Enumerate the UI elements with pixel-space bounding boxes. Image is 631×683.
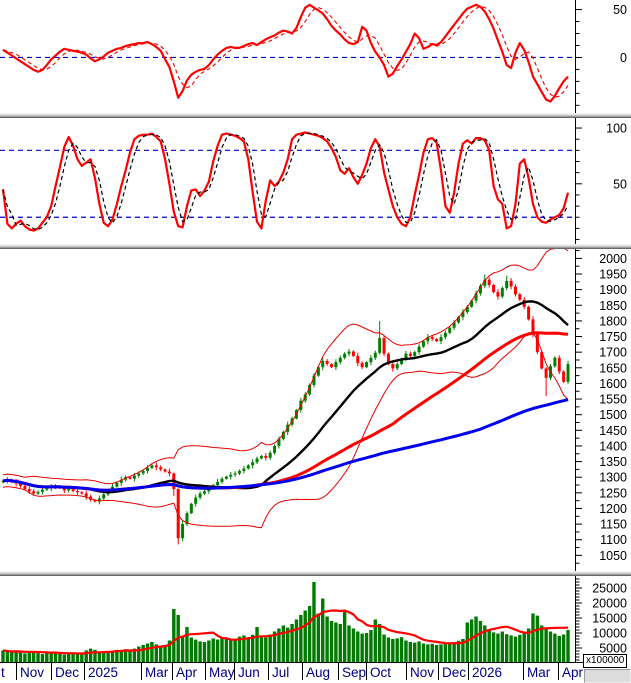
price-plot-area[interactable] [0, 249, 575, 571]
y-tick-label: 1300 [599, 471, 627, 485]
y-tick-label: 1700 [599, 346, 627, 360]
x-axis-label: t [1, 665, 5, 680]
panel-stochastic: 100 50 [0, 118, 631, 244]
x-axis-strip: t Nov Dec 2025 Mar Apr May Jun Jul Aug Sep Oct Nov De… [0, 663, 631, 683]
y-tick-label: 5000 [599, 642, 627, 656]
pane-splitter-3[interactable] [0, 571, 631, 576]
momentum-plot-area[interactable] [0, 0, 575, 113]
y-tick-label: 1050 [599, 549, 627, 563]
y-tick-label: 1650 [599, 361, 627, 375]
y-tick-label: 1100 [600, 533, 627, 547]
x-axis-label: Dec [442, 665, 466, 680]
x-axis-label: Sep [342, 665, 366, 680]
y-tick-label: 100 [606, 122, 627, 136]
y-tick-label: 1600 [599, 377, 627, 391]
x-axis-label: 2025 [88, 665, 118, 680]
y-tick-label: 1200 [599, 502, 627, 516]
x-axis-label: Aug [306, 665, 330, 680]
y-tick-label: 25000 [592, 582, 627, 596]
y-tick-label: 1750 [599, 330, 627, 344]
y-tick-label: 50 [613, 3, 627, 17]
x-axis-label: May [209, 665, 235, 680]
y-tick-label: 20000 [592, 597, 627, 611]
stochastic-y-axis: 100 50 [575, 118, 627, 244]
x-axis-label: Jul [272, 665, 289, 680]
y-tick-label: 1850 [599, 299, 627, 313]
x-axis-label: Oct [370, 665, 391, 680]
y-tick-label: 50 [613, 177, 627, 191]
volume-multiplier-label: x100000 [583, 654, 628, 668]
x-axis-label: 2026 [472, 665, 502, 680]
y-tick-label: 1150 [600, 518, 627, 532]
x-axis-label: Apr [176, 665, 198, 680]
y-tick-label: 1350 [599, 455, 627, 469]
x-axis-label: Jun [238, 665, 260, 680]
pane-splitter-1[interactable] [0, 113, 631, 118]
y-tick-label: 1900 [599, 283, 627, 297]
stochastic-plot-area[interactable] [0, 118, 575, 244]
panel-price: 2000 1950 1900 1850 1800 1750 1700 1650 1600 1550… [0, 249, 631, 571]
x-axis-label: Nov [20, 665, 44, 680]
y-tick-label: 1950 [599, 268, 627, 282]
y-tick-label: 1250 [599, 486, 627, 500]
y-tick-label: 2000 [599, 252, 627, 266]
volume-plot-area[interactable] [0, 576, 575, 663]
x-axis-label: Dec [55, 665, 79, 680]
pane-splitter-2[interactable] [0, 244, 631, 249]
y-tick-label: 15000 [592, 612, 627, 626]
x-axis-label: Apr [562, 665, 584, 680]
momentum-y-axis: 50 0 [575, 0, 627, 113]
x-axis-label: Nov [410, 665, 434, 680]
panel-volume: 25000 20000 15000 10000 5000 [0, 576, 631, 663]
x-axis-baseline [0, 662, 584, 663]
y-tick-label: 1800 [599, 314, 627, 328]
y-tick-label: 1550 [599, 393, 627, 407]
x-axis-labels: t Nov Dec 2025 Mar Apr May Jun Jul Aug Sep Oct Nov De… [1, 663, 584, 680]
y-tick-label: 1400 [599, 439, 627, 453]
x-axis-label: Mar [145, 665, 169, 680]
y-tick-label: 1500 [599, 408, 627, 422]
scrollbar-corner [584, 669, 631, 683]
panel-momentum: 50 0 [0, 0, 631, 113]
y-tick-label: 0 [620, 51, 627, 65]
x-axis-label: Mar [527, 665, 551, 680]
y-tick-label: 1450 [599, 424, 627, 438]
y-tick-label: 10000 [592, 627, 627, 641]
